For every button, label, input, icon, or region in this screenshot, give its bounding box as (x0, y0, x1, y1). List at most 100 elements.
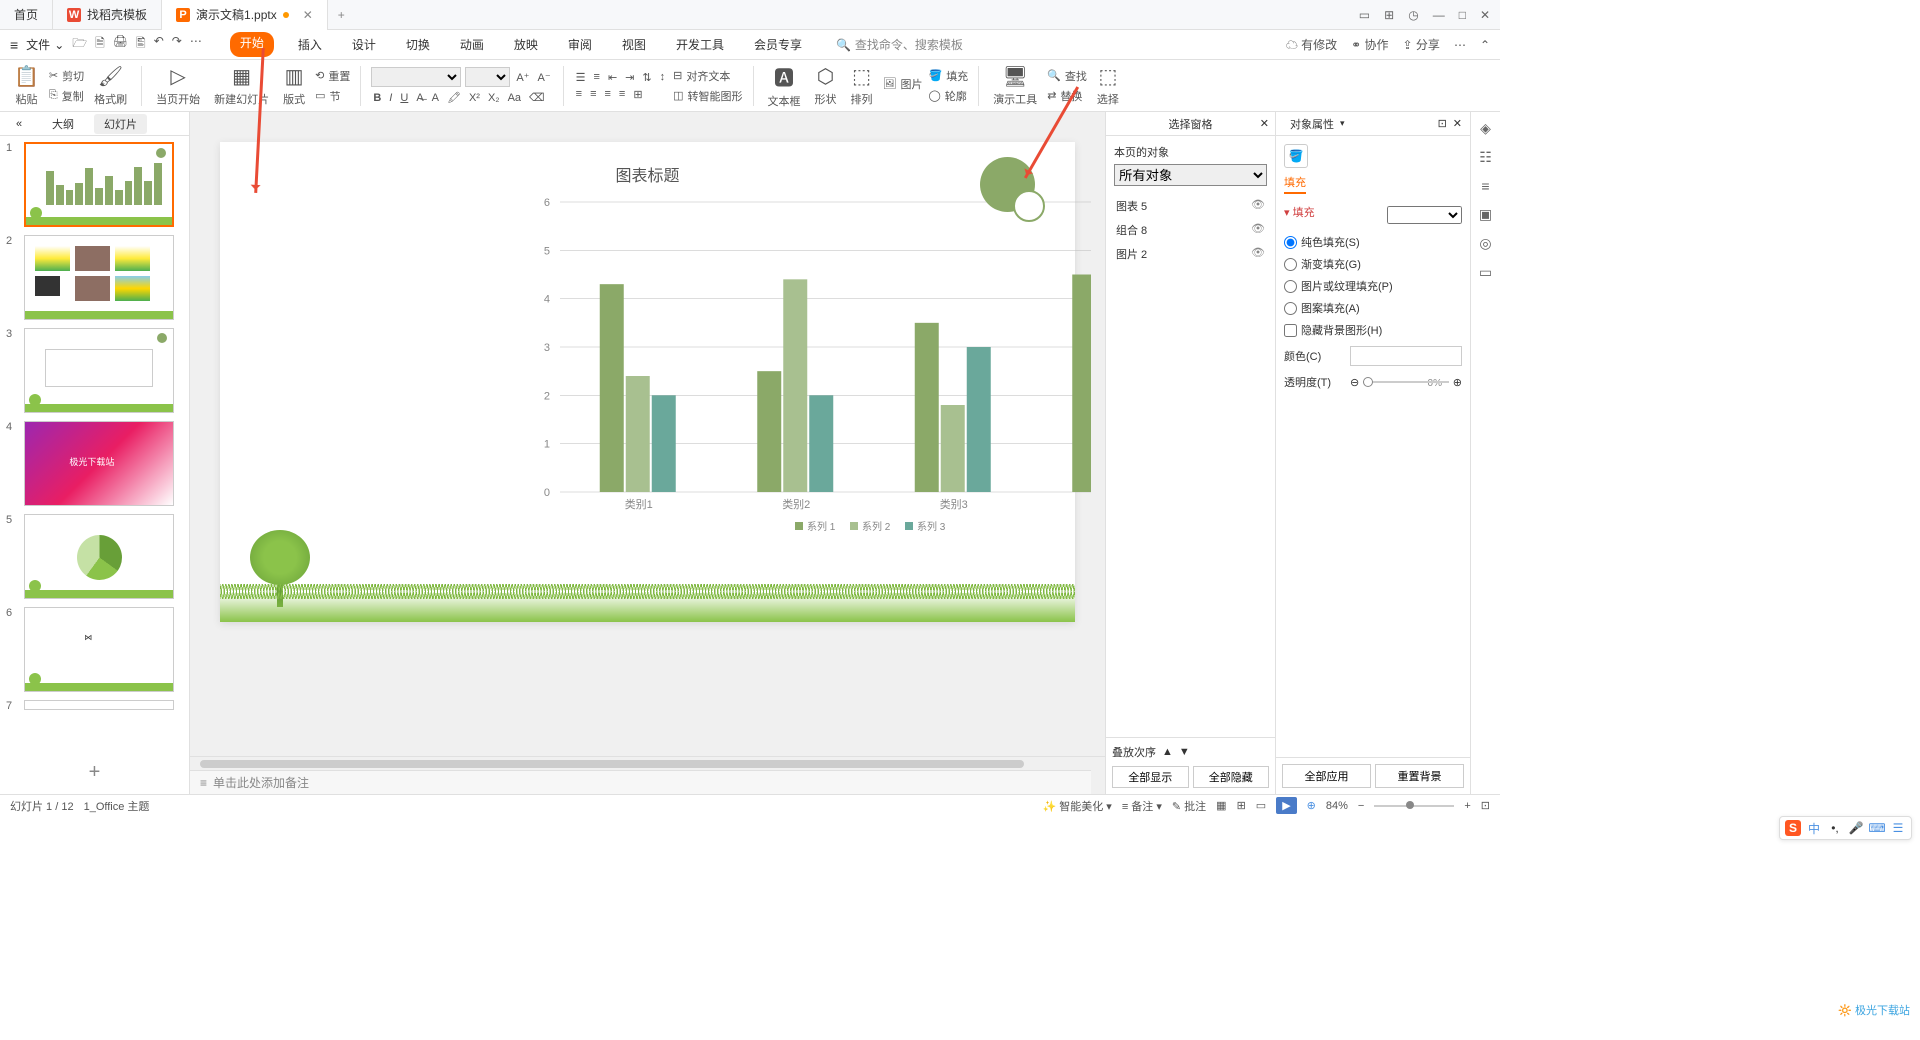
reset-bg-button[interactable]: 重置背景 (1375, 764, 1464, 788)
add-slide-button[interactable]: + (0, 751, 189, 794)
color-select[interactable] (1350, 346, 1462, 366)
visibility-icon[interactable]: 👁 (1251, 222, 1265, 238)
file-menu[interactable]: 文件 ⌄ (26, 36, 64, 53)
solid-fill-radio[interactable]: 纯色填充(S) (1284, 234, 1462, 250)
font-color-icon[interactable]: A (430, 92, 441, 104)
highlight-icon[interactable]: 🖍 (445, 91, 463, 104)
arrange-button[interactable]: ⬚排列 (847, 64, 877, 107)
thumb-3[interactable]: 3 (6, 328, 183, 413)
slides-tab[interactable]: 幻灯片 (94, 114, 147, 134)
zoom-in-icon[interactable]: + (1464, 800, 1470, 812)
wps-logo-icon[interactable]: ⊕ (1307, 799, 1316, 812)
format-painter[interactable]: 🖌格式刷 (90, 64, 131, 107)
ime-mic-icon[interactable]: 🎤 (1848, 820, 1864, 836)
tab-transition[interactable]: 切换 (400, 32, 436, 57)
close-icon[interactable]: ✕ (303, 8, 313, 22)
share-button[interactable]: ⇪ 分享 (1403, 36, 1440, 53)
subscript-icon[interactable]: X₂ (486, 92, 502, 104)
ime-punct-icon[interactable]: •, (1827, 820, 1843, 836)
diamond-icon[interactable]: ◈ (1480, 120, 1491, 137)
close-button[interactable]: ✕ (1480, 8, 1490, 22)
redo-icon[interactable]: ↷ (172, 34, 182, 55)
hide-all-button[interactable]: 全部隐藏 (1193, 766, 1270, 788)
thumb-7[interactable]: 7 (6, 700, 183, 712)
vertical-scrollbar[interactable] (1091, 112, 1105, 794)
copy-label[interactable]: 复制 (62, 88, 84, 104)
target-icon[interactable]: ◎ (1479, 235, 1491, 252)
layout-button[interactable]: ▥版式 (279, 64, 309, 107)
book-icon[interactable]: ▭ (1479, 264, 1492, 281)
indent-right-icon[interactable]: ⇥ (623, 71, 636, 84)
close-pane-icon[interactable]: ✕ (1260, 117, 1269, 130)
normal-view-icon[interactable]: ▦ (1216, 799, 1226, 812)
preview-icon[interactable]: 🖺 (136, 34, 146, 55)
strikethrough-icon[interactable]: A̶ (414, 92, 425, 104)
line-spacing-icon[interactable]: ⇅ (640, 71, 653, 84)
select-button[interactable]: ⬚选择 (1093, 64, 1123, 107)
image-icon[interactable]: ▣ (1479, 206, 1492, 223)
tab-design[interactable]: 设计 (346, 32, 382, 57)
fill-category-icon[interactable]: 🪣 (1284, 144, 1308, 168)
indent-left-icon[interactable]: ⇤ (606, 71, 619, 84)
cut-icon[interactable]: ✂ (49, 69, 58, 82)
picture-fill-radio[interactable]: 图片或纹理填充(P) (1284, 278, 1462, 294)
fit-icon[interactable]: ⊡ (1481, 799, 1490, 812)
ime-keyboard-icon[interactable]: ⌨ (1869, 820, 1885, 836)
fill-preset-select[interactable] (1387, 206, 1462, 224)
align-right-icon[interactable]: ≡ (603, 88, 613, 100)
thumb-6[interactable]: 6⋈ (6, 607, 183, 692)
increase-font-icon[interactable]: A⁺ (514, 71, 531, 84)
show-all-button[interactable]: 全部显示 (1112, 766, 1189, 788)
more-button[interactable]: ⋯ (1454, 38, 1466, 52)
reading-view-icon[interactable]: ▭ (1256, 799, 1266, 812)
apply-all-button[interactable]: 全部应用 (1282, 764, 1371, 788)
numbering-icon[interactable]: ≡ (592, 71, 602, 83)
hamburger-icon[interactable]: ≡ (10, 37, 18, 53)
print-icon[interactable]: 🖨 (113, 34, 128, 55)
textbox-button[interactable]: 🅰文本框 (764, 62, 805, 109)
slide-counter[interactable]: 幻灯片 1 / 12 (10, 798, 74, 814)
style-icon[interactable]: ☷ (1479, 149, 1492, 166)
shapes-button[interactable]: ⬡形状 (811, 64, 841, 107)
paste-group[interactable]: 📋粘贴 (10, 64, 43, 107)
align-justify-icon[interactable]: ≡ (617, 88, 627, 100)
notes-bar[interactable]: ≡单击此处添加备注 (190, 770, 1105, 794)
tab-slideshow[interactable]: 放映 (508, 32, 544, 57)
object-item[interactable]: 图表 5👁 (1114, 194, 1267, 218)
tab-member[interactable]: 会员专享 (748, 32, 808, 57)
superscript-icon[interactable]: X² (467, 92, 482, 104)
transparency-slider[interactable]: ⊖⊕ (1350, 376, 1462, 389)
hide-bg-checkbox[interactable]: 隐藏背景图形(H) (1284, 322, 1462, 338)
open-icon[interactable]: 🗁 (72, 34, 87, 55)
visibility-icon[interactable]: 👁 (1251, 198, 1265, 214)
slide[interactable]: 图表标题 0123456类别1类别2类别3类别4系列 1系列 2系列 3 (220, 142, 1075, 622)
align-text-button[interactable]: ⊟对齐文本 (673, 68, 742, 84)
more-icon[interactable]: ⋯ (190, 34, 202, 55)
smartart-button[interactable]: ◫转智能图形 (673, 88, 742, 104)
outline-button[interactable]: ◯轮廓 (928, 88, 968, 104)
move-down-icon[interactable]: ▼ (1179, 746, 1190, 758)
horizontal-scrollbar[interactable] (190, 756, 1105, 770)
layout-icon[interactable]: ▭ (1359, 8, 1370, 22)
outline-tab[interactable]: 大纲 (42, 114, 84, 134)
reset-button[interactable]: ⟲重置 (315, 68, 350, 84)
find-button[interactable]: 🔍查找 (1047, 68, 1087, 84)
collapse-icon[interactable]: « (6, 116, 32, 132)
copy-icon[interactable]: ⎘ (49, 89, 58, 102)
slideshow-view-icon[interactable]: ▶ (1276, 797, 1296, 814)
visibility-icon[interactable]: 👁 (1251, 246, 1265, 262)
tab-home[interactable]: 首页 (0, 0, 53, 30)
beautify-button[interactable]: ✨ 智能美化 ▾ (1042, 798, 1111, 814)
collab-button[interactable]: ⚭ 协作 (1351, 36, 1388, 53)
tab-developer[interactable]: 开发工具 (670, 32, 730, 57)
from-current[interactable]: ▷当页开始 (152, 64, 204, 107)
zoom-slider[interactable] (1374, 805, 1454, 807)
distribute-icon[interactable]: ⊞ (631, 88, 644, 101)
fill-button[interactable]: 🪣填充 (928, 68, 968, 84)
pictures-button[interactable]: 🖼图片 (883, 76, 923, 92)
maximize-button[interactable]: □ (1459, 8, 1466, 22)
ime-lang-icon[interactable]: 中 (1806, 820, 1822, 836)
tab-animation[interactable]: 动画 (454, 32, 490, 57)
comments-button[interactable]: ✎ 批注 (1172, 798, 1206, 814)
collapse-ribbon-icon[interactable]: ⌃ (1480, 38, 1490, 52)
